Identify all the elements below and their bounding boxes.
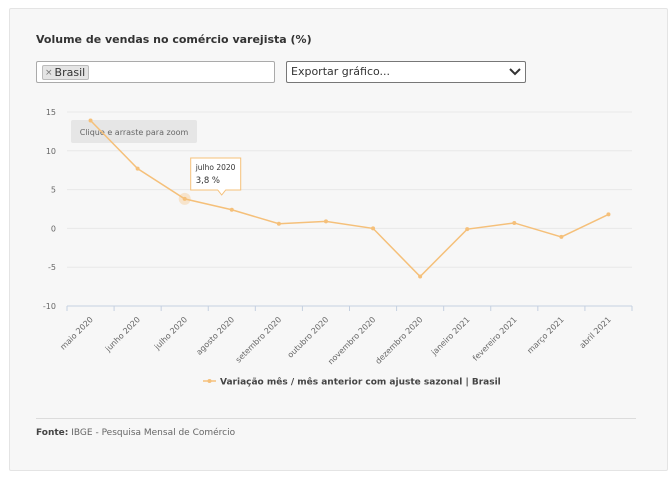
divider xyxy=(36,418,636,419)
x-tick-label: junho 2020 xyxy=(103,315,142,354)
data-point[interactable] xyxy=(465,227,470,232)
y-tick-label: -10 xyxy=(43,302,56,311)
legend[interactable]: Variação mês / mês anterior com ajuste s… xyxy=(203,377,501,388)
tooltip-date: julho 2020 xyxy=(195,163,236,172)
data-point[interactable] xyxy=(229,207,234,212)
remove-icon[interactable]: × xyxy=(45,67,53,78)
y-tick-label: 5 xyxy=(51,186,56,195)
x-tick-label: setembro 2020 xyxy=(234,315,283,364)
x-tick-label: abril 2021 xyxy=(578,315,613,350)
location-filter-input[interactable]: × Brasil xyxy=(36,61,275,83)
x-tick-label: março 2021 xyxy=(525,315,565,355)
y-tick-label: -5 xyxy=(48,263,56,272)
x-tick-label: dezembro 2020 xyxy=(374,315,425,366)
zoom-hint: Clique e arraste para zoom xyxy=(71,120,197,143)
x-tick-label: fevereiro 2021 xyxy=(471,315,519,363)
data-point[interactable] xyxy=(135,166,140,171)
y-tick-label: 0 xyxy=(51,224,56,233)
export-label: Exportar gráfico... xyxy=(291,65,391,78)
data-point[interactable] xyxy=(559,234,564,239)
data-point[interactable] xyxy=(606,212,611,217)
data-point[interactable] xyxy=(323,219,328,224)
chart-title: Volume de vendas no comércio varejista (… xyxy=(36,33,312,46)
data-point[interactable] xyxy=(418,274,423,279)
source-label: Fonte: xyxy=(36,428,69,438)
data-point[interactable] xyxy=(512,220,517,225)
y-axis-labels: 15 10 5 0 -5 -10 xyxy=(43,108,56,311)
x-axis xyxy=(66,305,633,311)
x-tick-label: novembro 2020 xyxy=(326,315,377,366)
series-line[interactable] xyxy=(88,118,611,279)
x-tick-label: outubro 2020 xyxy=(286,315,331,360)
zoom-hint-text: Clique e arraste para zoom xyxy=(80,128,189,137)
data-point[interactable] xyxy=(182,196,187,201)
export-chart-select[interactable]: Exportar gráfico... xyxy=(286,61,526,83)
y-tick-label: 10 xyxy=(46,147,56,156)
y-tick-label: 15 xyxy=(46,108,56,117)
legend-swatch-marker xyxy=(207,379,212,383)
tooltip: julho 2020 3,8 % xyxy=(190,157,242,196)
x-axis-labels: maio 2020 junho 2020 julho 2020 agosto 2020… xyxy=(58,315,612,366)
legend-label[interactable]: Variação mês / mês anterior com ajuste s… xyxy=(220,377,501,388)
tooltip-box xyxy=(190,157,242,196)
filter-chip-label: Brasil xyxy=(54,65,86,79)
zoom-hint-box xyxy=(71,120,197,143)
data-point[interactable] xyxy=(276,221,281,226)
tooltip-value: 3,8 % xyxy=(196,176,220,186)
x-tick-label: maio 2020 xyxy=(58,315,95,352)
filter-chip-brasil[interactable]: × Brasil xyxy=(42,65,90,80)
x-tick-label: janeiro 2021 xyxy=(429,315,472,358)
chart-card xyxy=(9,8,668,471)
x-tick-label: agosto 2020 xyxy=(194,315,236,357)
series-path[interactable] xyxy=(90,120,609,278)
data-point[interactable] xyxy=(88,118,93,123)
gridlines xyxy=(67,111,632,268)
source-text: IBGE - Pesquisa Mensal de Comércio xyxy=(71,428,236,438)
chevron-down-icon xyxy=(509,68,521,76)
source-note: Fonte: IBGE - Pesquisa Mensal de Comérci… xyxy=(36,428,235,438)
x-tick-label: julho 2020 xyxy=(152,315,189,352)
data-point[interactable] xyxy=(371,226,376,231)
